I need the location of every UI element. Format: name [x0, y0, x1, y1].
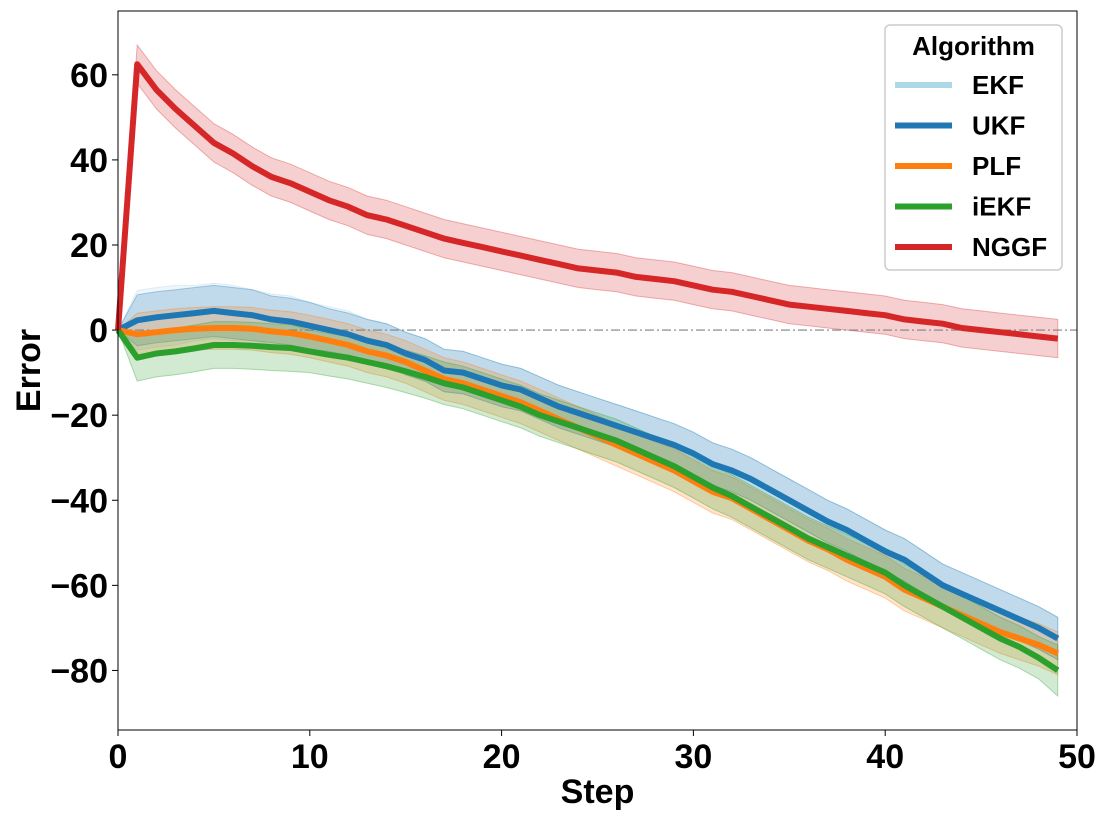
legend-items: EKF UKF PLF iEKF NGGF [895, 70, 1047, 262]
band-iekf [117, 321, 1059, 698]
y-tick-label: −60 [50, 567, 108, 605]
legend: Algorithm EKF UKF PLF iEKF NGGF [884, 24, 1063, 271]
y-tick-label: −20 [50, 397, 108, 435]
legend-label-iekf: iEKF [972, 192, 1031, 222]
x-axis-label: Step [561, 773, 635, 811]
series-line-iekf [115, 328, 1060, 673]
series-line-nggf [115, 61, 1059, 342]
y-tick-label: 20 [70, 227, 108, 265]
y-tick-label: 0 [89, 312, 108, 350]
y-tick-label: −40 [50, 482, 108, 520]
band-ekf [117, 282, 1059, 661]
y-axis-label: Error [10, 329, 48, 412]
x-tick-label: 20 [483, 738, 521, 776]
x-tick-label: 40 [866, 738, 904, 776]
legend-label-ukf: UKF [972, 111, 1025, 141]
series-lines [115, 61, 1060, 673]
y-axis-ticks: −80 −60 −40 −20 0 20 40 60 [50, 57, 118, 690]
series-line-ukf [116, 307, 1060, 642]
x-tick-label: 50 [1058, 738, 1096, 776]
legend-label-plf: PLF [972, 151, 1021, 181]
x-tick-label: 0 [109, 738, 128, 776]
legend-label-ekf: EKF [972, 70, 1024, 100]
x-tick-label: 30 [674, 738, 712, 776]
legend-title: Algorithm [912, 31, 1035, 61]
x-axis-ticks: 0 10 20 30 40 50 [109, 730, 1096, 776]
band-ukf [117, 284, 1059, 661]
y-tick-label: 40 [70, 142, 108, 180]
y-tick-label: 60 [70, 57, 108, 95]
plot-frame [117, 10, 1078, 731]
y-tick-label: −80 [50, 652, 108, 690]
legend-label-nggf: NGGF [972, 232, 1047, 262]
x-tick-label: 10 [291, 738, 329, 776]
